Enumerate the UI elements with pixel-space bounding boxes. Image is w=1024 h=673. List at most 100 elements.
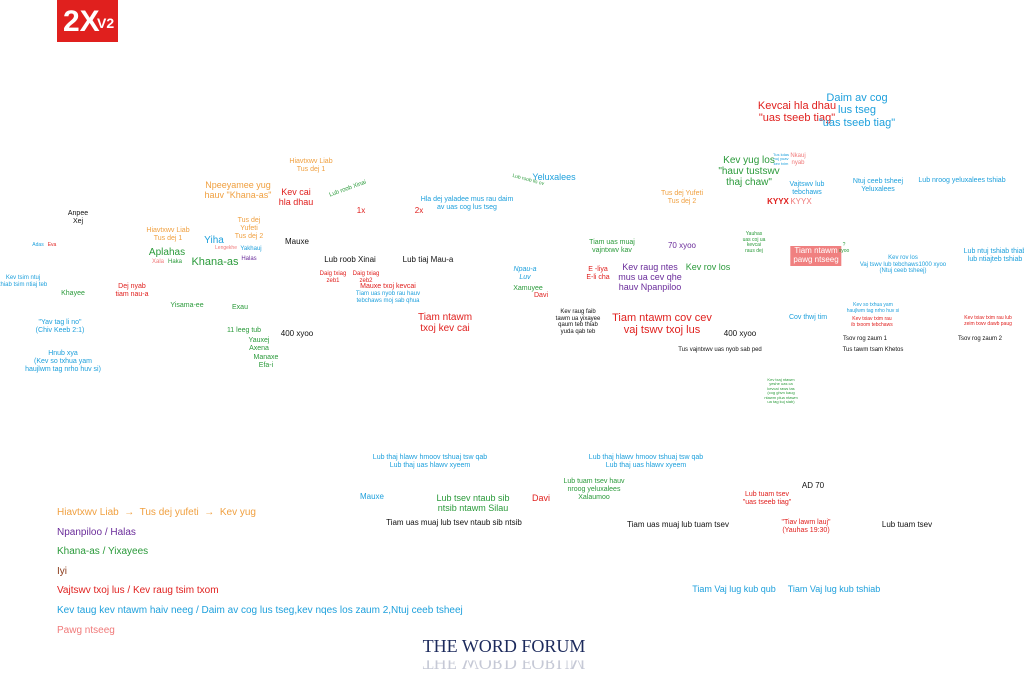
timeline-label: Tiam uas muaj lub tuam tsev bbox=[627, 520, 729, 529]
timeline-label: Tiam uas nyob rau hauv tebchaws moj sab … bbox=[355, 291, 421, 304]
timeline-label: Tiam uas muaj vajntxwv kav bbox=[589, 239, 635, 254]
timeline-label: Xamuyee bbox=[513, 285, 543, 292]
timeline-label: Tiam Vaj lug kub tshiab bbox=[787, 584, 881, 594]
logo-version: V2 bbox=[97, 15, 115, 31]
legend-item: Kev taug kev ntawm haiv neeg / Daim av c… bbox=[57, 605, 463, 616]
timeline-label: Adas bbox=[32, 242, 44, 248]
timeline-label: Kev txiav txim rau lub zeim txwv dawb pa… bbox=[964, 315, 1012, 327]
timeline-label: Nkauj nyab bbox=[790, 153, 806, 166]
timeline-label: Manaxe Efa-i bbox=[253, 354, 279, 369]
timeline-label: Kevcai hla dhau "uas tseeb tiag" bbox=[757, 100, 837, 125]
timeline-label: Kev raug ntes mus ua cev qhe hauv Npanpi… bbox=[618, 262, 682, 293]
timeline-label: AD 70 bbox=[801, 481, 825, 490]
timeline-label: Npau-a Luv bbox=[513, 266, 537, 281]
timeline-label: Kev so txhua yam haujlwm tag nrho huv si bbox=[846, 302, 900, 314]
timeline-label: Lub tsev ntaub sib ntsib ntawm Silau bbox=[436, 493, 510, 514]
timeline-label: Ntuj ceeb tsheej Yeluxalees bbox=[852, 178, 904, 193]
timeline-label: Eva bbox=[47, 242, 57, 248]
timeline-label: Daig txiag zeb2 bbox=[352, 271, 380, 284]
timeline-label: Lub tuam tsev hauv nroog yeluxalees Xala… bbox=[563, 478, 625, 501]
timeline-label: Mauxe txoj kevcai bbox=[360, 283, 416, 290]
timeline-label: Lub ntuj tshiab thiab lub ntiajteb tshia… bbox=[963, 248, 1024, 263]
timeline-label: ? xyoo bbox=[838, 242, 850, 254]
timeline-label: Hiavtxwv Liab Tus dej 1 bbox=[289, 158, 333, 173]
timeline-label: Kev txiav txim rau ib txoom tebchaws bbox=[851, 316, 893, 328]
timeline-label: Yiha bbox=[204, 235, 224, 246]
timeline-label: KYYX bbox=[767, 197, 789, 206]
timeline-label: Tus vajntxwv uas nyob sab ped bbox=[678, 347, 762, 353]
timeline-label: Hnub xya (Kev so txhua yam haujlwm tag n… bbox=[25, 350, 101, 373]
timeline-label: Tus dej Yufeti Tus dej 2 bbox=[660, 190, 704, 205]
timeline-label: 400 xyoo bbox=[280, 329, 314, 338]
timeline-label: 70 xyoo bbox=[667, 241, 697, 250]
timeline-label: Kev rov los bbox=[685, 262, 731, 272]
legend-item: Pawg ntseeg bbox=[57, 624, 115, 636]
timeline-label: Lengekhe bbox=[215, 245, 237, 251]
legend-item: Khana-as / Yixayees bbox=[57, 546, 149, 558]
timeline-label: Lub thaj hlawv hmoov tshuaj tsw qab Lub … bbox=[372, 454, 488, 469]
timeline-label: Tiam ntawm txoj kev cai bbox=[417, 312, 473, 335]
timeline-label: Hla dej yaladee mus rau daim av uas cog … bbox=[420, 196, 514, 211]
timeline-label: Tiam ntawm pawg ntseeg bbox=[790, 246, 842, 266]
timeline-label: 400 xyoo bbox=[723, 329, 757, 338]
timeline-label: Yeluxalees bbox=[532, 172, 576, 182]
timeline-label: Tus tawm tsam Khetos bbox=[842, 347, 904, 353]
legend-item: Vajtswv txoj lus / Kev raug tsim txom bbox=[57, 585, 219, 597]
timeline-label: Dej nyab tiam nau-a bbox=[115, 283, 149, 298]
timeline-label: Hiavtxwv Liab Tus dej 1 bbox=[146, 227, 190, 242]
timeline-label: Lub thaj hlawv hmoov tshuaj tsw qab Lub … bbox=[588, 454, 704, 469]
timeline-label: Haka bbox=[167, 259, 183, 265]
timeline-label: Kev tsim ntuj thiab tsim ntiaj teb bbox=[0, 275, 48, 288]
footer-logo: THE WORD FORUM bbox=[422, 636, 586, 656]
timeline-label: Yauxej Axena bbox=[248, 337, 270, 352]
timeline-label: Kev yug los "hauv tustswv thaj chaw" bbox=[718, 155, 780, 189]
timeline-label: Lub nroog yeluxalees tshiab bbox=[918, 177, 1006, 184]
timeline-label: Npeeyamee yug hauv "Khana-as" bbox=[204, 180, 272, 201]
timeline-label: Tsov rog zaum 2 bbox=[957, 336, 1003, 342]
timeline-label: Xala bbox=[151, 259, 165, 265]
timeline-label: 2x bbox=[414, 206, 424, 215]
timeline-label: 11 leeg tub bbox=[226, 327, 262, 334]
timeline-label: Exau bbox=[232, 304, 248, 311]
timeline-label: Yakhauj bbox=[240, 246, 262, 252]
timeline-label: Lub tiaj Mau-a bbox=[402, 255, 454, 264]
timeline-label: Khana-as bbox=[191, 256, 239, 268]
timeline-label: Lub roob Xinai bbox=[324, 255, 376, 264]
timeline-label: Kev raug faib tawm ua yixayee qaum teb t… bbox=[555, 309, 601, 336]
timeline-label: Vajtswv lub tebchaws bbox=[789, 181, 825, 196]
timeline-label: Lub tuam tsev "uas tseeb tiag" bbox=[742, 491, 792, 506]
timeline-label: Mauxe bbox=[359, 492, 385, 501]
legend-item: Npanpiloo / Halas bbox=[57, 526, 136, 538]
timeline-label: Anpee Xej bbox=[67, 210, 89, 225]
timeline-label: Davi bbox=[533, 292, 549, 299]
timeline-label: Tus kdas nuj yuav kev txim bbox=[772, 152, 790, 166]
timeline-label: Lub roob Xinai bbox=[328, 179, 368, 199]
timeline-label: Yauhas uas coj ua kevcai raus dej bbox=[742, 231, 766, 254]
timeline-label: Halas bbox=[241, 256, 257, 262]
timeline-label: Mauxe bbox=[284, 237, 310, 246]
timeline-label: E -liya E-li cha bbox=[586, 266, 610, 281]
timeline-label: Cov thwj tim bbox=[788, 314, 828, 321]
timeline-label: Lub tuam tsev bbox=[881, 520, 933, 529]
timeline-label: Kev cai hla dhau bbox=[278, 187, 314, 208]
timeline-label: Khayee bbox=[61, 290, 85, 297]
timeline-label: Kev txaj ntawm yeshe uas ca kevcai raws … bbox=[764, 377, 798, 405]
timeline-label: Tus dej Yufeti Tus dej 2 bbox=[234, 217, 264, 240]
timeline-label: Yisama-ee bbox=[170, 302, 204, 309]
timeline-label: Daig txiag zeb1 bbox=[319, 271, 347, 284]
timeline-label: Daim av cog lus tseg "uas tseeb tiag" bbox=[818, 92, 896, 129]
timeline-label: Tiam ntawm cov cev vaj tswv txoj lus bbox=[612, 312, 712, 337]
legend-item: Hiavtxwv Liab → Tus dej yufeti → Kev yug bbox=[57, 507, 256, 518]
timeline-label: Aplahas bbox=[148, 247, 186, 258]
legend-item: Iyi bbox=[57, 565, 67, 577]
timeline-label: Tiam uas muaj lub tsev ntaub sib ntsib bbox=[386, 518, 522, 527]
logo: 2X V2 bbox=[57, 0, 118, 42]
timeline-label: "Tiav lawm lauj" (Yauhas 19:30) bbox=[781, 519, 831, 534]
timeline-label: 1x bbox=[356, 206, 366, 215]
timeline-label: Kev rov los Vaj tswv lub tebchaws1000 xy… bbox=[859, 255, 947, 275]
timeline-label: Tsov rog zaum 1 bbox=[842, 336, 888, 342]
timeline-label: KYYX bbox=[790, 197, 812, 206]
timeline-label: Davi bbox=[531, 493, 551, 503]
logo-title: 2X bbox=[63, 5, 100, 38]
